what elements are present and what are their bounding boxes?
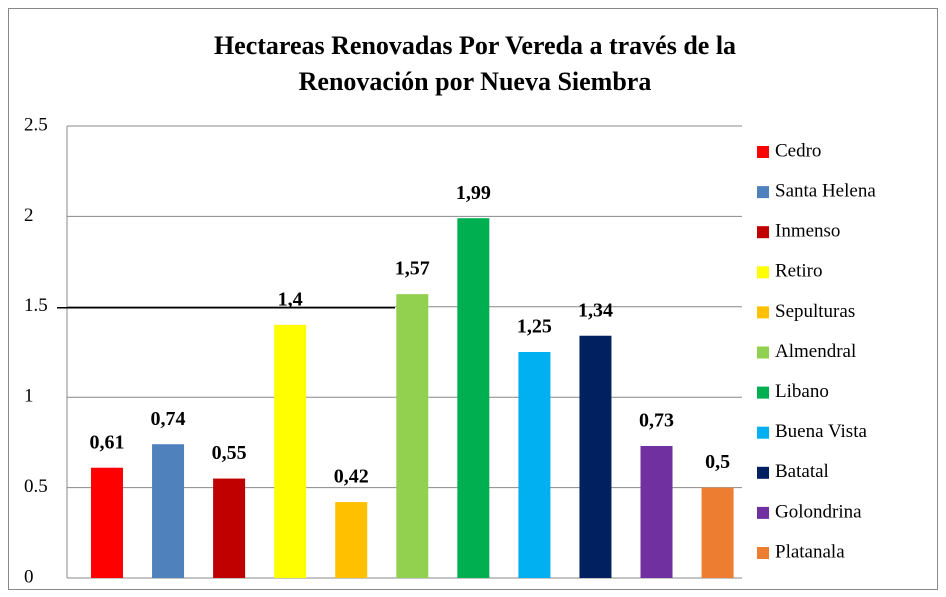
legend-swatch [757, 346, 769, 359]
bar [396, 294, 429, 578]
legend-label: Inmenso [775, 221, 840, 242]
chart-title: Hectareas Renovadas Por Vereda a través … [214, 31, 736, 60]
value-label: 0,55 [212, 442, 247, 464]
bar [701, 487, 734, 578]
chart-title: Renovación por Nueva Siembra [299, 67, 652, 96]
bar [457, 218, 490, 578]
y-tick-label: 0 [24, 566, 34, 587]
legend-swatch [757, 506, 769, 519]
legend-swatch [757, 266, 769, 279]
bar [152, 444, 185, 578]
legend-label: Libano [775, 381, 829, 402]
value-label: 1,57 [395, 258, 430, 280]
legend-label: Cedro [775, 140, 821, 161]
legend-label: Batatal [775, 461, 829, 482]
bar [518, 352, 551, 578]
value-label: 1,25 [517, 316, 552, 338]
value-label: 0,61 [90, 431, 125, 453]
legend-swatch [757, 426, 769, 439]
legend-swatch [757, 306, 769, 319]
y-tick-label: 0.5 [24, 476, 48, 497]
value-label: 0,42 [334, 466, 369, 488]
legend-swatch [757, 226, 769, 239]
value-label: 1,34 [578, 299, 613, 321]
bar [274, 324, 307, 578]
legend-label: Sepulturas [775, 301, 855, 322]
bar [213, 478, 246, 578]
value-label: 1,99 [456, 182, 491, 204]
legend-swatch [757, 186, 769, 199]
y-tick-label: 1 [24, 386, 34, 407]
value-label: 0,74 [151, 408, 186, 430]
legend-label: Platanala [775, 541, 845, 562]
legend-swatch [757, 466, 769, 479]
bar [579, 335, 612, 578]
legend-label: Almendral [775, 341, 856, 362]
value-label: 0,5 [705, 451, 730, 473]
value-label: 1,4 [278, 288, 303, 310]
legend-label: Retiro [775, 261, 823, 282]
y-tick-label: 2.5 [24, 114, 48, 135]
legend-label: Buena Vista [775, 421, 867, 442]
legend-swatch [757, 386, 769, 399]
y-tick-label: 1.5 [24, 295, 48, 316]
bar [640, 446, 673, 578]
legend-swatch [757, 146, 769, 158]
legend-swatch [757, 547, 769, 559]
bar [91, 467, 123, 578]
value-label: 0,73 [639, 410, 674, 432]
legend-label: Santa Helena [775, 180, 876, 201]
bar [335, 502, 368, 578]
legend-label: Golondrina [775, 501, 862, 522]
y-tick-label: 2 [24, 205, 34, 226]
